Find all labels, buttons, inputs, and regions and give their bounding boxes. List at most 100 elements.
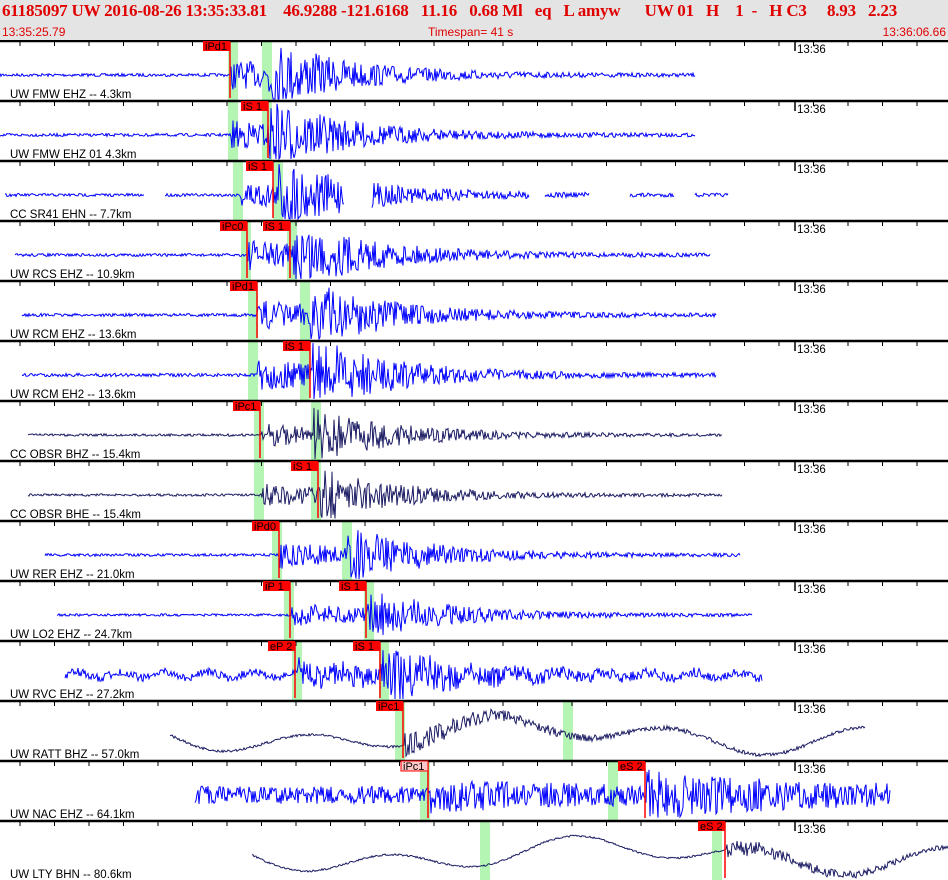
tick-label: 13:36: [797, 824, 826, 836]
pick-label: iS 1: [285, 341, 304, 353]
phase-pick[interactable]: iS 1: [339, 581, 367, 638]
pick-flag[interactable]: [233, 401, 260, 411]
channel-row[interactable]: 13:36 iPd0 UW RER EHZ -- 21.0km: [0, 519, 948, 581]
pick-window: [241, 220, 251, 280]
pick-label: iPc1: [378, 701, 399, 713]
waveform: [251, 834, 948, 879]
pick-label: iS 1: [248, 161, 267, 173]
tick-label: 13:36: [797, 344, 826, 356]
channel-row[interactable]: 13:36 iPc1 UW RATT BHZ -- 57.0km: [0, 699, 948, 761]
tick-label: 13:36: [797, 704, 826, 716]
seismogram-panel[interactable]: 13:36 iPd1 UW FMW EHZ -- 4.3km 13:36 iS 1 UW …: [0, 40, 948, 880]
pick-flag[interactable]: [618, 761, 645, 771]
phase-pick[interactable]: iPc1: [400, 760, 429, 818]
pick-label: iPc1: [235, 401, 256, 413]
tick-label: 13:36: [797, 104, 826, 116]
channel-row[interactable]: 13:36 iS 1 UW FMW EHZ 01 4.3km: [0, 99, 948, 161]
channel-row[interactable]: 13:36 iPc1 CC OBSR BHZ -- 15.4km: [0, 399, 948, 461]
phase-pick[interactable]: eS 2: [618, 761, 646, 818]
pick-flag[interactable]: [246, 161, 273, 171]
channel-row[interactable]: 13:36 eS 2 UW LTY BHN -- 80.6km: [0, 819, 948, 880]
phase-pick[interactable]: iPd0: [252, 521, 280, 578]
phase-pick[interactable]: eS 2: [698, 821, 726, 878]
pick-flag[interactable]: [203, 41, 230, 51]
waveform: [169, 708, 866, 758]
event-header: 61185097 UW 2016-08-26 13:35:33.81 46.92…: [0, 0, 948, 40]
pick-window: [712, 820, 722, 880]
phase-pick[interactable]: iP 1: [263, 581, 291, 638]
tick-label: 13:36: [797, 284, 826, 296]
waveform: [194, 769, 891, 819]
pick-flag[interactable]: [268, 641, 295, 651]
phase-pick[interactable]: eP 2: [268, 641, 296, 698]
channel-row[interactable]: 13:36 iS 1 CC OBSR BHE -- 15.4km: [0, 459, 948, 521]
pick-label: eS 2: [700, 821, 723, 833]
end-time: 13:36:06.66: [882, 25, 946, 39]
phase-pick[interactable]: iPd1: [230, 281, 258, 338]
phase-pick[interactable]: iPc1: [376, 701, 404, 758]
pick-flag[interactable]: [220, 221, 247, 231]
pick-flag[interactable]: [376, 701, 403, 711]
station-label: UW LTY BHN -- 80.6km: [10, 869, 132, 880]
pick-flag[interactable]: [241, 101, 268, 111]
pick-window: [311, 400, 321, 460]
station-label: CC OBSR BHZ -- 15.4km: [10, 449, 140, 461]
pick-flag[interactable]: [230, 281, 257, 291]
pick-window: [272, 520, 282, 580]
channel-row[interactable]: 13:36 iPd1 UW FMW EHZ -- 4.3km: [0, 40, 948, 101]
tick-label: 13:36: [797, 584, 826, 596]
phase-pick[interactable]: iPc1: [233, 401, 261, 458]
phase-pick[interactable]: iPd1: [203, 41, 231, 98]
pick-flag[interactable]: [263, 221, 290, 231]
pick-window: [228, 40, 238, 100]
pick-window: [395, 700, 405, 760]
pick-window: [254, 460, 264, 520]
station-label: UW FMW EHZ 01 4.3km: [10, 149, 137, 161]
pick-label: iPc0: [222, 221, 243, 233]
waveform: [0, 47, 696, 100]
phase-pick[interactable]: iS 1: [291, 461, 319, 518]
tick-label: 13:36: [797, 764, 826, 776]
pick-flag[interactable]: [339, 581, 366, 591]
channel-row[interactable]: 13:36 iS 1 UW RCM EH2 -- 13.6km: [0, 339, 948, 401]
pick-window: [311, 460, 321, 520]
station-label: UW FMW EHZ -- 4.3km: [10, 89, 131, 101]
station-label: UW NAC EHZ -- 64.1km: [10, 809, 135, 821]
pick-flag[interactable]: [291, 461, 318, 471]
pick-flag[interactable]: [252, 521, 279, 531]
channel-row[interactable]: 13:36 eP 2 iS 1 UW RVC EHZ -- 27.2km: [0, 639, 948, 701]
pick-window: [480, 820, 490, 880]
waveform: [64, 650, 763, 700]
waveform: [14, 234, 711, 280]
phase-pick[interactable]: iS 1: [263, 221, 291, 278]
pick-flag[interactable]: [400, 760, 429, 772]
phase-pick[interactable]: iS 1: [246, 161, 274, 218]
phase-pick[interactable]: iPc0: [220, 221, 248, 278]
pick-flag[interactable]: [698, 821, 725, 831]
pick-window: [420, 760, 430, 820]
timespan: Timespan= 41 s: [428, 25, 514, 39]
pick-window: [608, 760, 618, 820]
tick-label: 13:36: [797, 224, 826, 236]
tick-label: 13:36: [797, 644, 826, 656]
pick-label: eP 2: [270, 641, 292, 653]
pick-flag[interactable]: [283, 341, 310, 351]
phase-pick[interactable]: iS 1: [283, 341, 311, 398]
channel-row[interactable]: 13:36 iPc0 iS 1 UW RCS EHZ -- 10.9km: [0, 219, 948, 281]
phase-pick[interactable]: iS 1: [241, 101, 269, 158]
channel-row[interactable]: 13:36 iPc1 eS 2 UW NAC EHZ -- 64.1km: [0, 759, 948, 821]
pick-label: iS 1: [341, 581, 360, 593]
pick-window: [284, 580, 294, 640]
channel-row[interactable]: 13:36 iPd1 UW RCM EHZ -- 13.6km: [0, 279, 948, 341]
phase-pick[interactable]: iS 1: [353, 641, 381, 698]
channel-row[interactable]: 13:36 iS 1 CC SR41 EHN -- 7.7km: [0, 159, 948, 221]
pick-label: iPc1: [403, 761, 424, 773]
station-label: UW RATT BHZ -- 57.0km: [10, 749, 139, 761]
pick-flag[interactable]: [353, 641, 380, 651]
pick-flag[interactable]: [263, 581, 290, 591]
pick-window: [248, 280, 258, 340]
tick-label: 13:36: [797, 404, 826, 416]
waveform: [27, 470, 723, 519]
station-label: CC OBSR BHE -- 15.4km: [10, 509, 141, 521]
channel-row[interactable]: 13:36 iP 1 iS 1 UW LO2 EHZ -- 24.7km: [0, 579, 948, 641]
